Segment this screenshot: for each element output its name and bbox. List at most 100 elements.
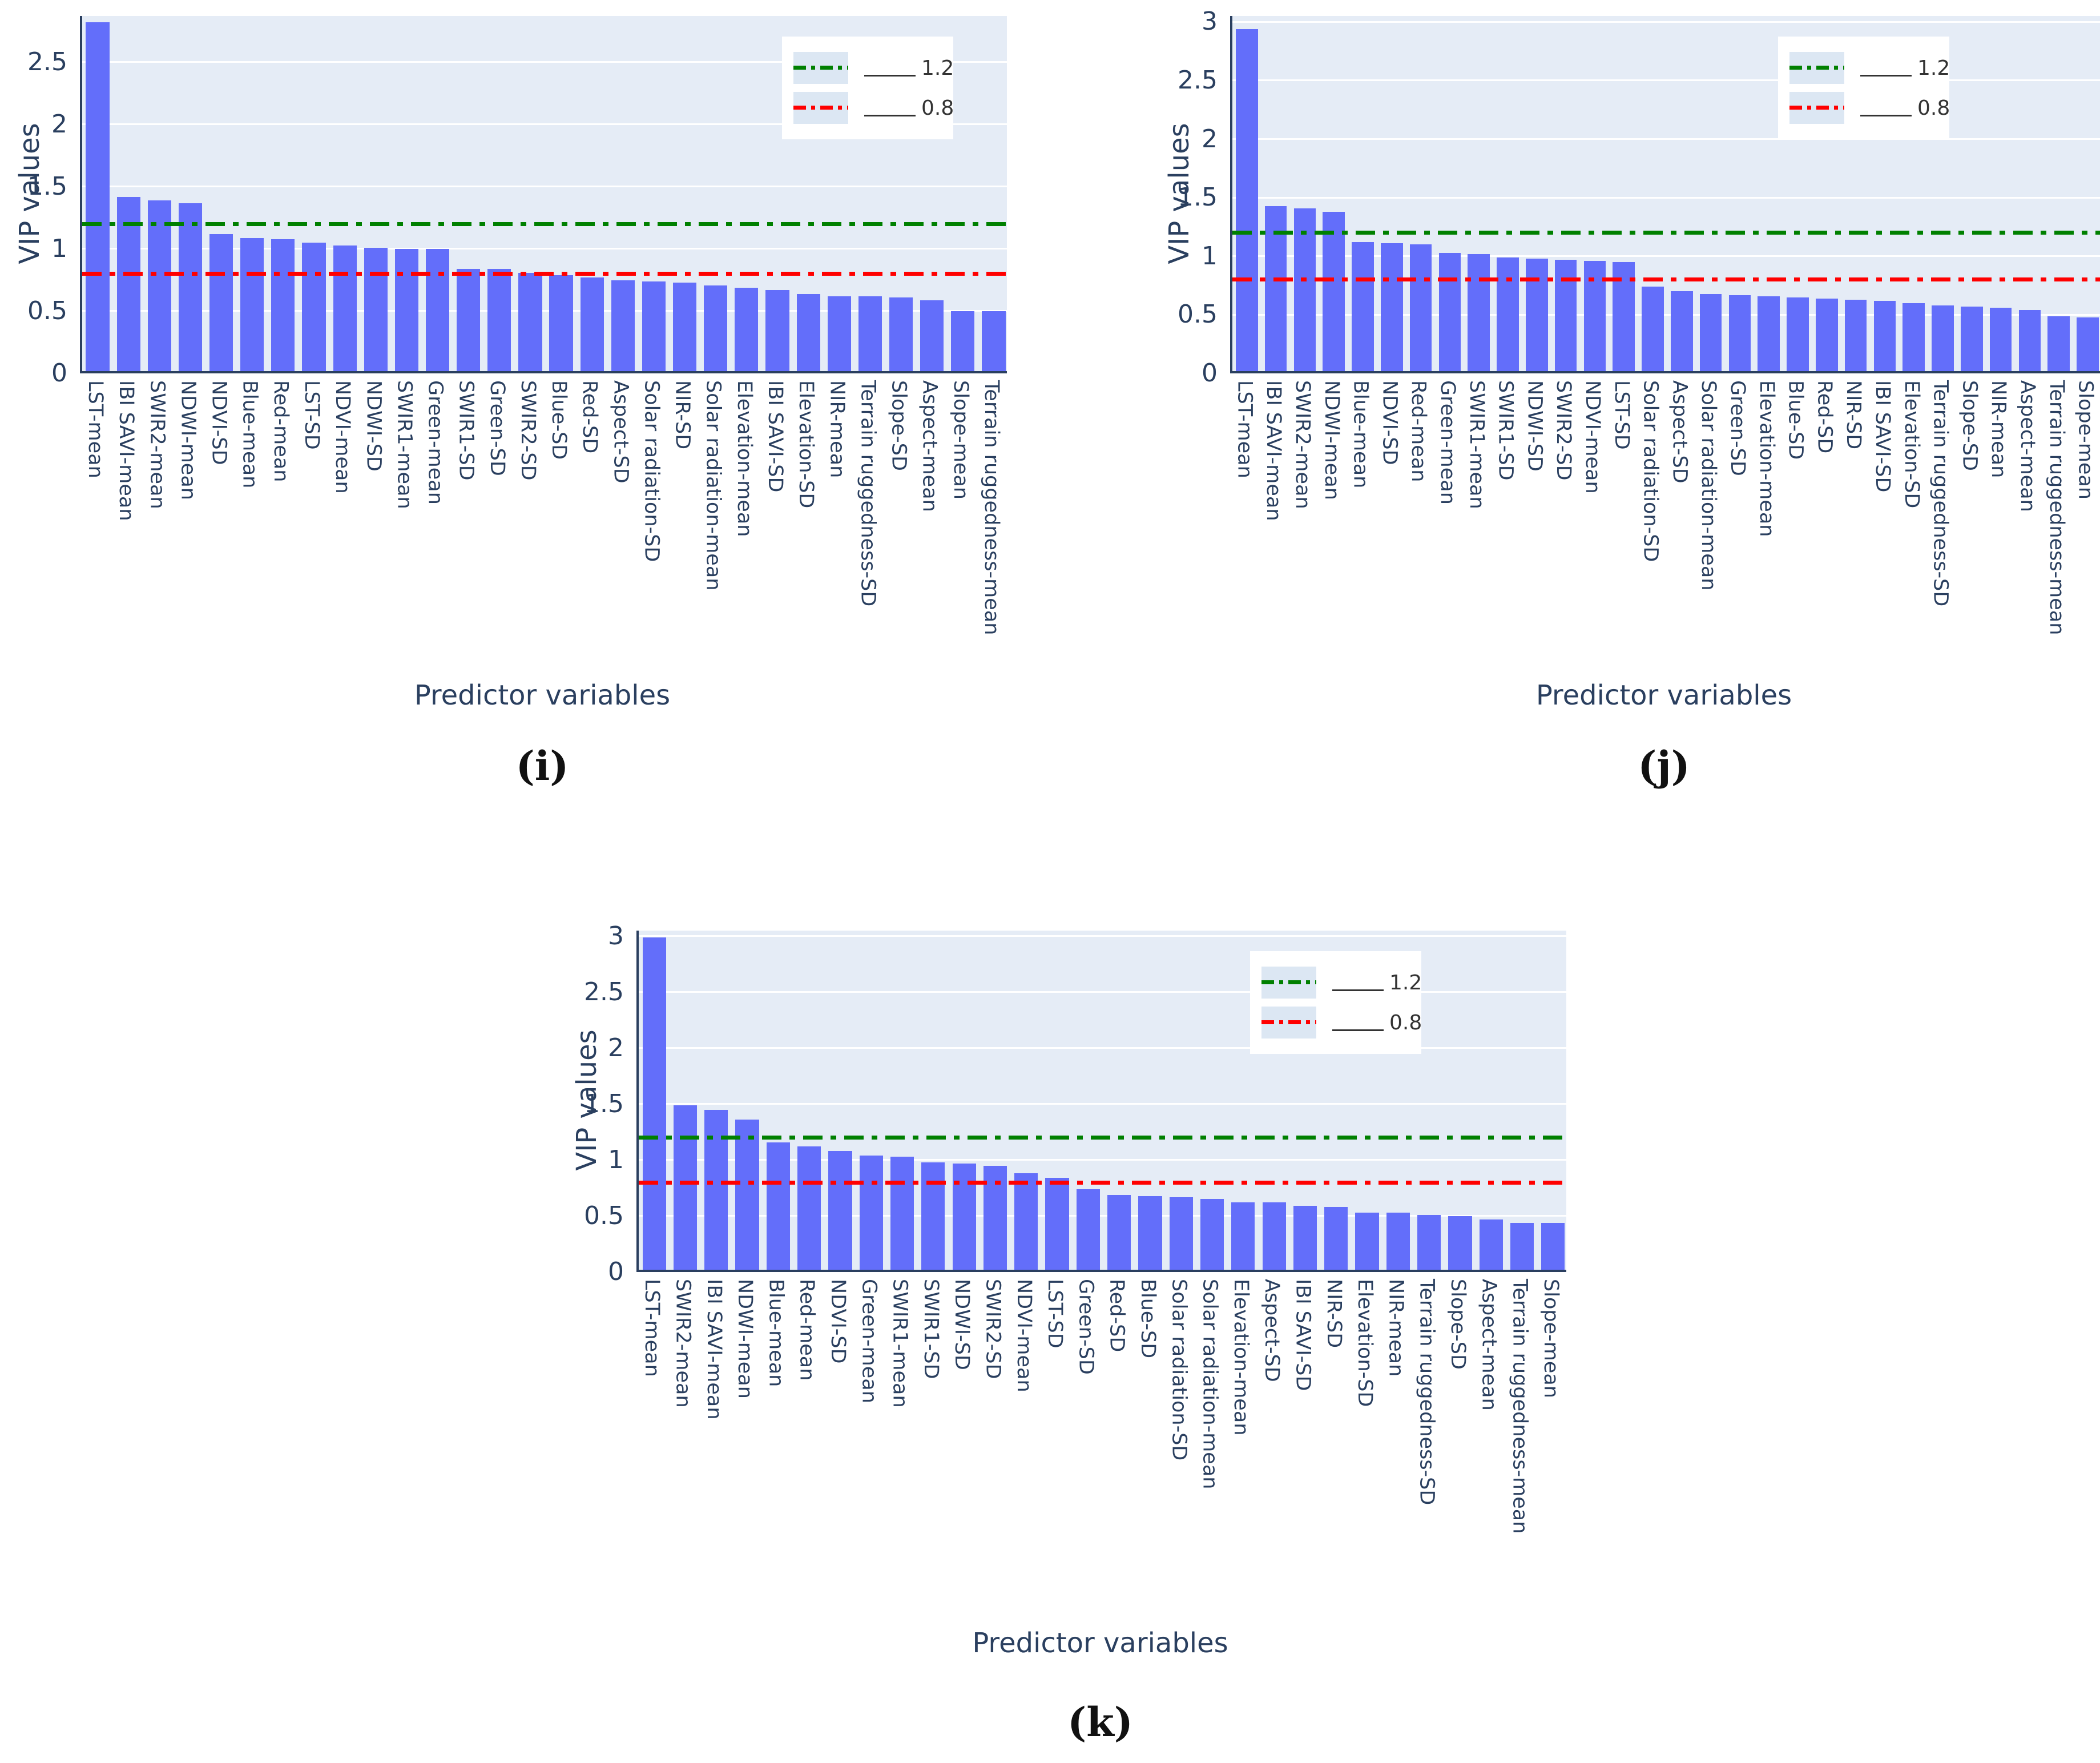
bar[interactable] (735, 1120, 759, 1270)
bar[interactable] (147, 200, 171, 371)
x-tick-label: Red-SD (1105, 1279, 1128, 1353)
bar[interactable] (1903, 303, 1925, 371)
bar[interactable] (2077, 317, 2099, 371)
bar[interactable] (921, 1162, 945, 1270)
bar[interactable] (1989, 308, 2012, 371)
bar[interactable] (889, 297, 913, 371)
bar[interactable] (704, 285, 728, 371)
plot-area[interactable] (636, 931, 1566, 1272)
bar[interactable] (982, 311, 1006, 371)
bar[interactable] (487, 269, 511, 371)
bar[interactable] (951, 311, 975, 371)
legend[interactable]: 1.2 0.8 (782, 37, 954, 139)
bar[interactable] (302, 243, 326, 371)
bar[interactable] (1323, 211, 1345, 371)
bar[interactable] (1932, 305, 1954, 371)
bar[interactable] (1381, 243, 1403, 371)
bar[interactable] (1758, 296, 1780, 371)
bar[interactable] (859, 1156, 883, 1270)
bar[interactable] (1510, 1222, 1534, 1270)
bar[interactable] (704, 1109, 728, 1270)
bar[interactable] (1355, 1213, 1379, 1270)
bar[interactable] (86, 22, 110, 371)
bar[interactable] (549, 275, 573, 371)
bar[interactable] (1468, 253, 1490, 371)
bar[interactable] (1107, 1194, 1131, 1270)
bar[interactable] (1409, 244, 1432, 371)
bar[interactable] (642, 937, 666, 1270)
bar[interactable] (766, 1142, 790, 1270)
bar[interactable] (1293, 1206, 1317, 1270)
legend[interactable]: 1.2 0.8 (1250, 951, 1422, 1054)
bar[interactable] (796, 293, 820, 371)
bar[interactable] (1844, 299, 1867, 371)
bar[interactable] (333, 245, 357, 371)
bar[interactable] (1200, 1199, 1224, 1270)
bar[interactable] (271, 239, 295, 371)
bar[interactable] (673, 283, 697, 371)
bar[interactable] (642, 281, 666, 371)
legend-entry[interactable]: 0.8 (793, 90, 954, 126)
bar[interactable] (1699, 293, 1722, 371)
bar[interactable] (827, 296, 851, 371)
bar[interactable] (1497, 257, 1519, 371)
bar[interactable] (673, 1105, 698, 1270)
bar[interactable] (1076, 1189, 1100, 1270)
bar[interactable] (1417, 1214, 1441, 1270)
bar[interactable] (611, 280, 635, 371)
bar[interactable] (1541, 1222, 1565, 1270)
bar[interactable] (1045, 1178, 1069, 1270)
bar[interactable] (1642, 287, 1664, 371)
bar[interactable] (1479, 1219, 1503, 1270)
bar[interactable] (890, 1156, 914, 1270)
bar[interactable] (1448, 1215, 1472, 1270)
bar[interactable] (828, 1151, 852, 1270)
x-tick-label: Solar radiation-SD (640, 380, 663, 562)
bar[interactable] (364, 248, 388, 371)
bar[interactable] (1014, 1173, 1038, 1270)
bar[interactable] (1236, 29, 1258, 371)
bar[interactable] (1728, 295, 1751, 371)
bar[interactable] (952, 1163, 976, 1270)
bar[interactable] (920, 300, 944, 371)
bar[interactable] (178, 203, 203, 371)
bar[interactable] (2047, 316, 2070, 371)
bar[interactable] (457, 269, 481, 371)
bar[interactable] (1787, 297, 1809, 371)
bar[interactable] (1169, 1197, 1193, 1270)
bar[interactable] (1352, 242, 1374, 371)
bar[interactable] (1873, 300, 1896, 371)
legend-entry[interactable]: 1.2 (1789, 50, 1950, 86)
bar[interactable] (1816, 298, 1838, 371)
x-tick-label: Green-mean (1436, 380, 1459, 505)
legend-entry[interactable]: 1.2 (793, 50, 954, 86)
bar[interactable] (394, 249, 418, 371)
legend-entry[interactable]: 1.2 (1261, 965, 1422, 1000)
bar[interactable] (1324, 1207, 1348, 1270)
bar[interactable] (1293, 208, 1316, 371)
bar[interactable] (1138, 1196, 1162, 1270)
x-tick-label: NIR-mean (1987, 380, 2010, 478)
plot-area[interactable] (1230, 16, 2100, 373)
gridline (1232, 196, 2100, 199)
bar[interactable] (1231, 1202, 1255, 1270)
bar[interactable] (2018, 310, 2041, 371)
bar[interactable] (1262, 1202, 1286, 1270)
bar[interactable] (1526, 258, 1548, 371)
bar[interactable] (580, 277, 604, 371)
bar[interactable] (1386, 1213, 1410, 1270)
bar[interactable] (425, 249, 450, 371)
bar[interactable] (735, 287, 759, 371)
legend-entry[interactable]: 0.8 (1789, 90, 1950, 126)
bar[interactable] (1961, 307, 1983, 371)
bar[interactable] (765, 290, 789, 371)
bar[interactable] (1438, 252, 1461, 371)
legend[interactable]: 1.2 0.8 (1778, 37, 1950, 139)
bar[interactable] (1671, 291, 1693, 371)
legend-entry[interactable]: 0.8 (1261, 1005, 1422, 1040)
bar[interactable] (240, 238, 264, 371)
bar[interactable] (858, 296, 882, 371)
bar[interactable] (209, 234, 233, 371)
bar[interactable] (518, 272, 542, 371)
bar[interactable] (797, 1146, 821, 1270)
